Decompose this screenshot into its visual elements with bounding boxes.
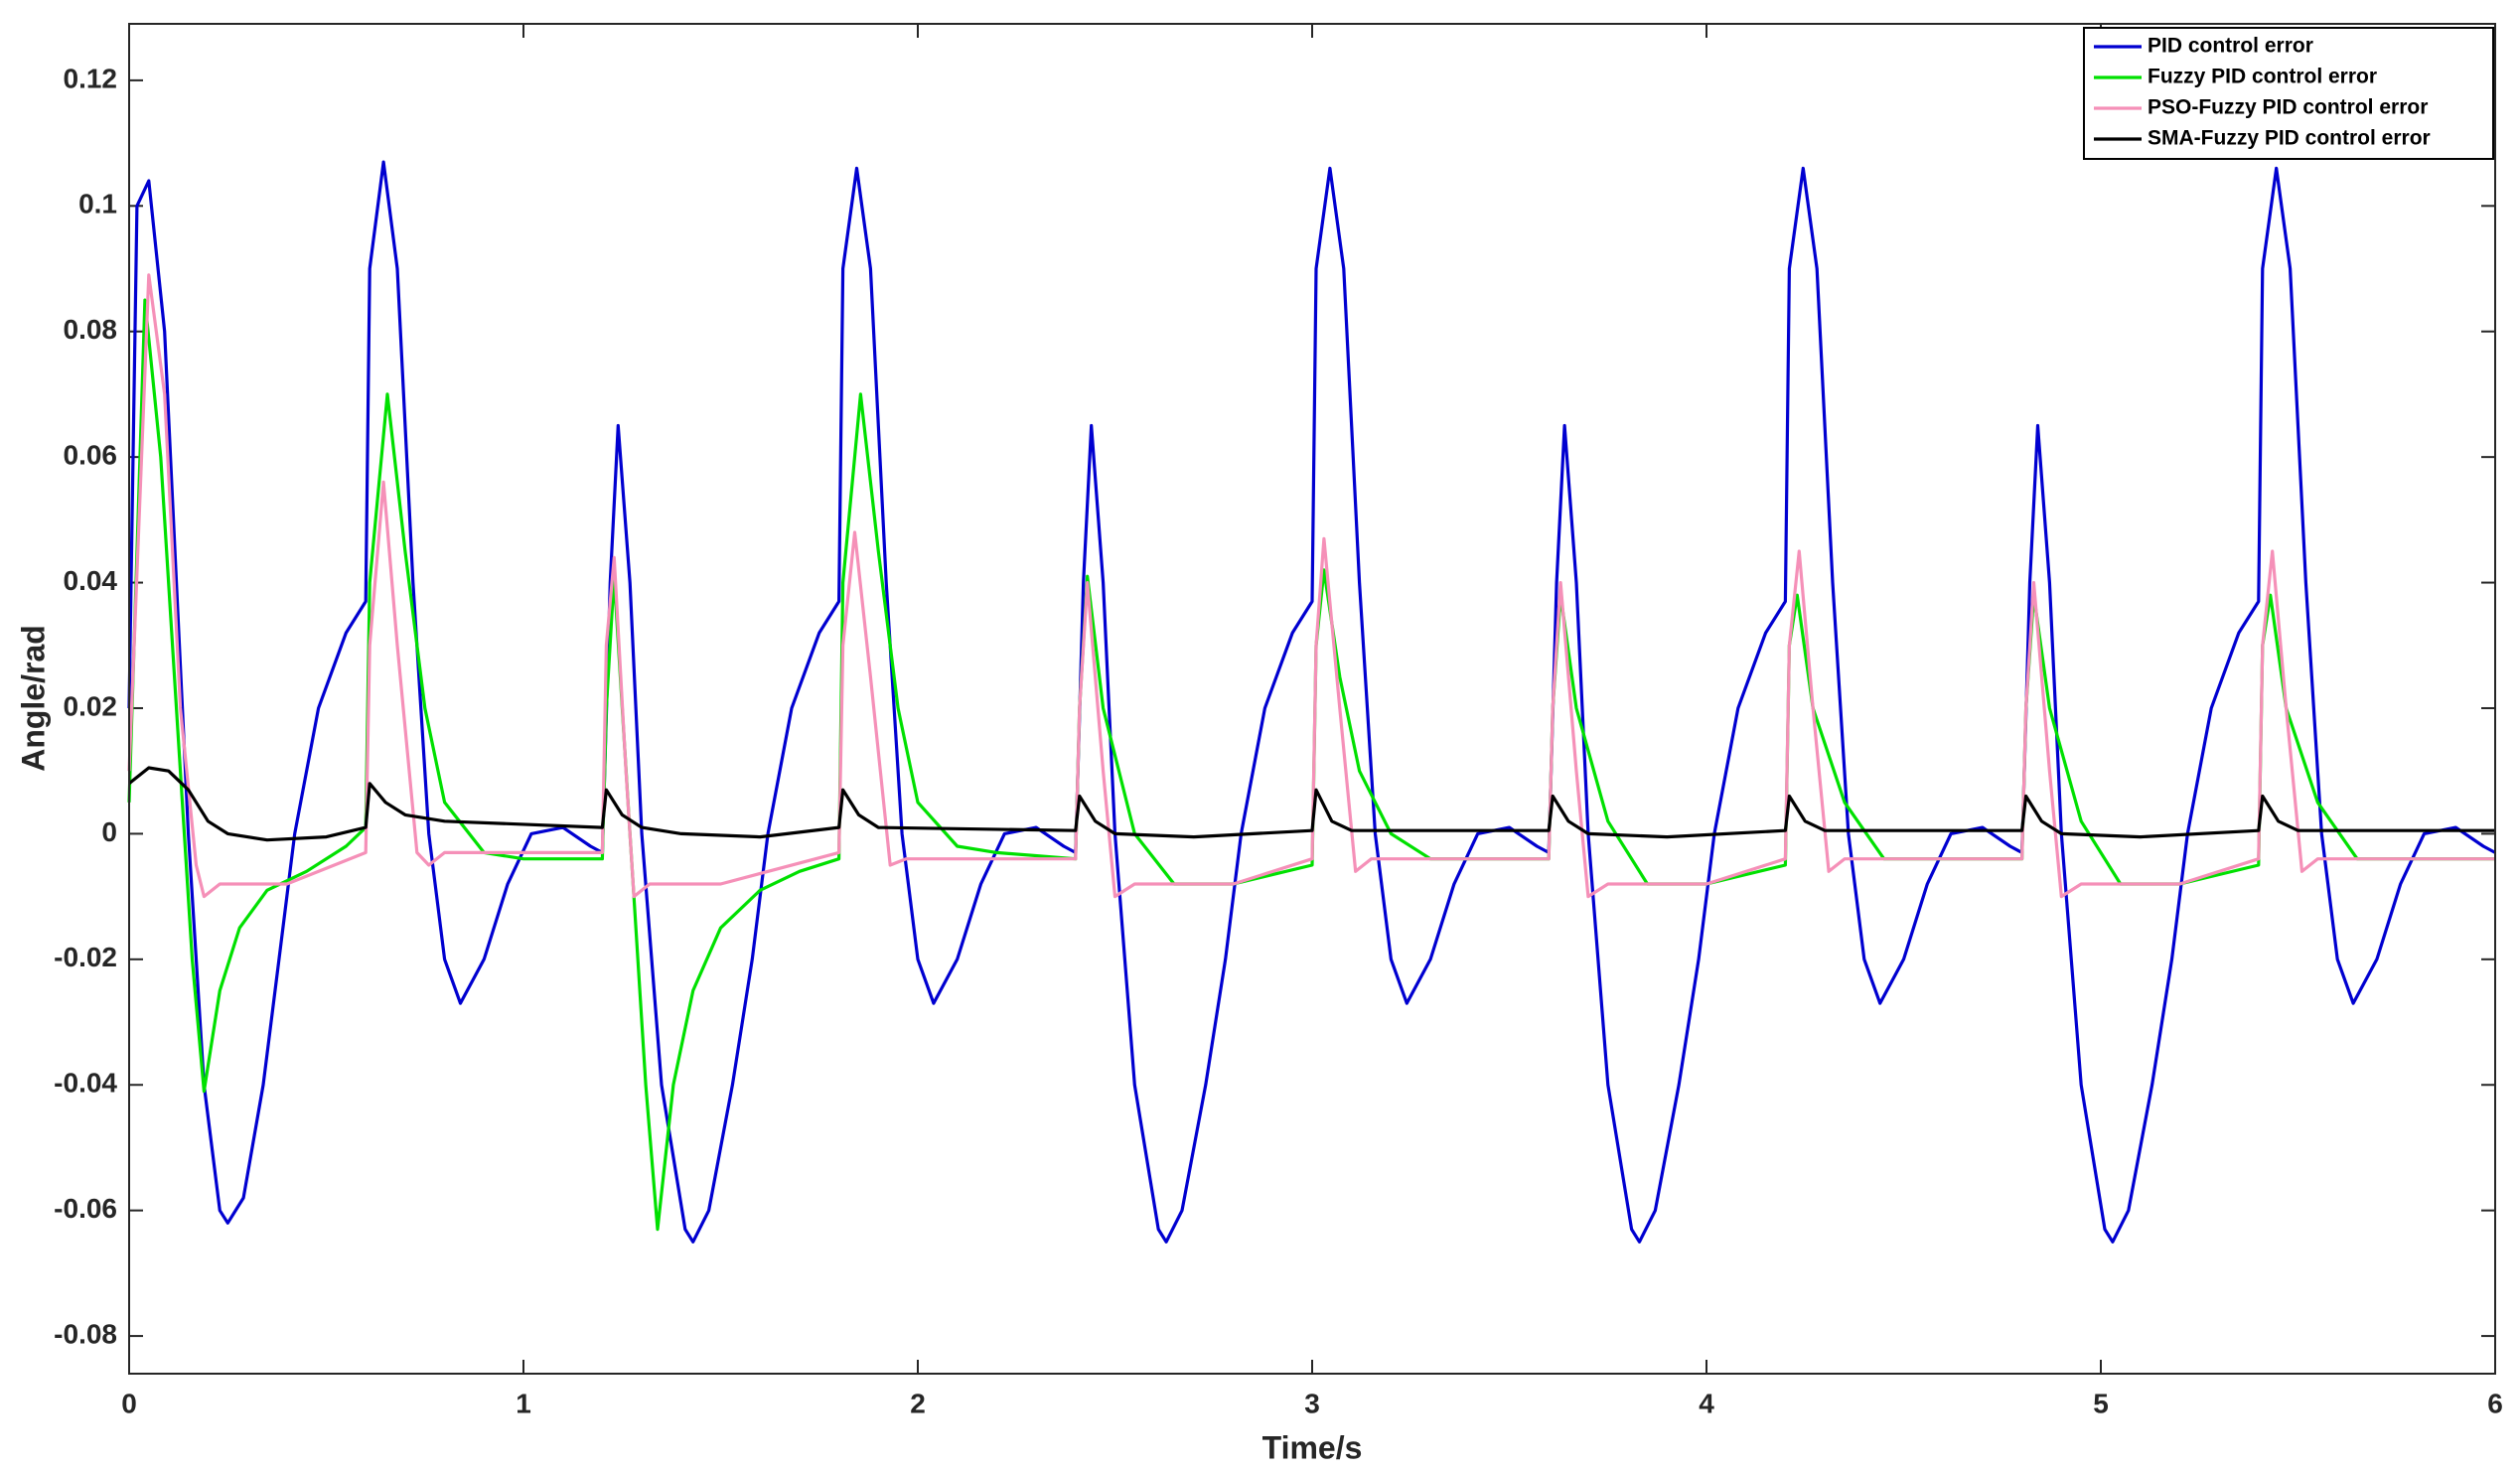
series-line	[128, 766, 2495, 842]
series-line	[127, 160, 2496, 1244]
y-tick-label: 0.04	[64, 565, 118, 596]
x-tick-label: 0	[121, 1388, 137, 1418]
legend: PID control error Fuzzy PID control error…	[2083, 27, 2494, 160]
y-tick-label: 0.08	[64, 314, 118, 345]
x-tick-label: 5	[2093, 1388, 2109, 1418]
x-tick-label: 2	[910, 1388, 926, 1418]
y-tick-label: 0.12	[64, 63, 118, 93]
legend-label: SMA-Fuzzy PID control error	[2148, 127, 2431, 150]
y-tick-label: -0.04	[54, 1068, 117, 1099]
y-tick-label: 0.06	[64, 440, 118, 471]
x-tick-label: 4	[1699, 1388, 1714, 1418]
x-tick-label: 3	[1304, 1388, 1320, 1418]
legend-label: Fuzzy PID control error	[2148, 66, 2377, 88]
plot-frame	[128, 23, 2496, 1375]
x-tick-label: 6	[2487, 1388, 2503, 1418]
y-tick-label: 0.02	[64, 690, 118, 721]
y-tick-label: -0.06	[54, 1193, 117, 1224]
y-axis-label: Angle/rad	[15, 625, 51, 772]
legend-label: PID control error	[2148, 35, 2313, 58]
y-tick-label: 0	[101, 816, 117, 847]
x-tick-label: 1	[516, 1388, 531, 1418]
y-tick-label: 0.1	[78, 189, 117, 220]
series-line	[127, 273, 2495, 899]
legend-label: PSO-Fuzzy PID control error	[2148, 96, 2428, 119]
plot-area	[129, 24, 2495, 1374]
y-tick-label: -0.08	[54, 1318, 117, 1349]
x-axis-label: Time/s	[1262, 1429, 1363, 1465]
legend-box	[2083, 27, 2494, 160]
y-tick-label: -0.02	[54, 942, 117, 972]
